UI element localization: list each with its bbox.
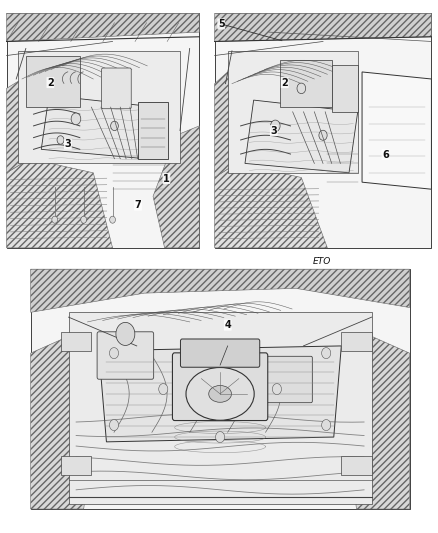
Circle shape <box>81 216 87 223</box>
Circle shape <box>215 432 225 442</box>
FancyBboxPatch shape <box>215 13 431 248</box>
Text: 3: 3 <box>270 126 277 135</box>
Circle shape <box>297 83 306 94</box>
Circle shape <box>110 216 116 223</box>
Polygon shape <box>215 72 237 177</box>
FancyBboxPatch shape <box>31 269 410 509</box>
FancyBboxPatch shape <box>341 456 371 475</box>
FancyBboxPatch shape <box>97 332 154 379</box>
Circle shape <box>319 130 327 140</box>
Text: 2: 2 <box>281 78 288 87</box>
Text: 1: 1 <box>163 174 170 183</box>
Text: 7: 7 <box>134 200 141 210</box>
FancyBboxPatch shape <box>26 55 80 107</box>
FancyBboxPatch shape <box>7 13 199 248</box>
Ellipse shape <box>209 385 231 402</box>
Circle shape <box>57 136 64 144</box>
Circle shape <box>110 348 119 359</box>
Text: 6: 6 <box>382 150 389 159</box>
FancyBboxPatch shape <box>61 456 91 475</box>
Text: 3: 3 <box>64 139 71 149</box>
Polygon shape <box>41 95 157 159</box>
Circle shape <box>52 216 58 223</box>
FancyBboxPatch shape <box>180 339 260 367</box>
Circle shape <box>272 384 282 394</box>
FancyBboxPatch shape <box>332 65 358 112</box>
FancyBboxPatch shape <box>341 332 371 351</box>
Circle shape <box>71 113 81 125</box>
Text: ETO: ETO <box>313 257 331 266</box>
Circle shape <box>110 419 119 431</box>
Polygon shape <box>153 126 199 248</box>
Text: 2: 2 <box>47 78 54 87</box>
Circle shape <box>321 348 331 359</box>
Circle shape <box>111 121 118 131</box>
FancyBboxPatch shape <box>102 68 131 109</box>
Circle shape <box>321 419 331 431</box>
Text: 4: 4 <box>224 320 231 330</box>
Polygon shape <box>31 336 99 509</box>
Polygon shape <box>7 159 113 248</box>
FancyBboxPatch shape <box>18 51 180 164</box>
Polygon shape <box>7 79 30 173</box>
FancyBboxPatch shape <box>228 51 358 173</box>
Polygon shape <box>215 13 431 42</box>
Polygon shape <box>99 346 341 442</box>
Circle shape <box>116 322 135 345</box>
Polygon shape <box>215 164 327 248</box>
FancyBboxPatch shape <box>279 60 332 107</box>
Circle shape <box>271 120 280 132</box>
Text: 5: 5 <box>218 19 225 29</box>
Ellipse shape <box>186 368 254 420</box>
FancyBboxPatch shape <box>138 102 169 159</box>
FancyBboxPatch shape <box>264 356 312 403</box>
Polygon shape <box>7 13 199 42</box>
FancyBboxPatch shape <box>61 332 91 351</box>
Polygon shape <box>341 336 410 509</box>
FancyBboxPatch shape <box>69 312 371 504</box>
Polygon shape <box>245 100 358 173</box>
Polygon shape <box>31 269 410 312</box>
Circle shape <box>159 384 168 394</box>
FancyBboxPatch shape <box>173 353 268 421</box>
Polygon shape <box>362 72 431 189</box>
